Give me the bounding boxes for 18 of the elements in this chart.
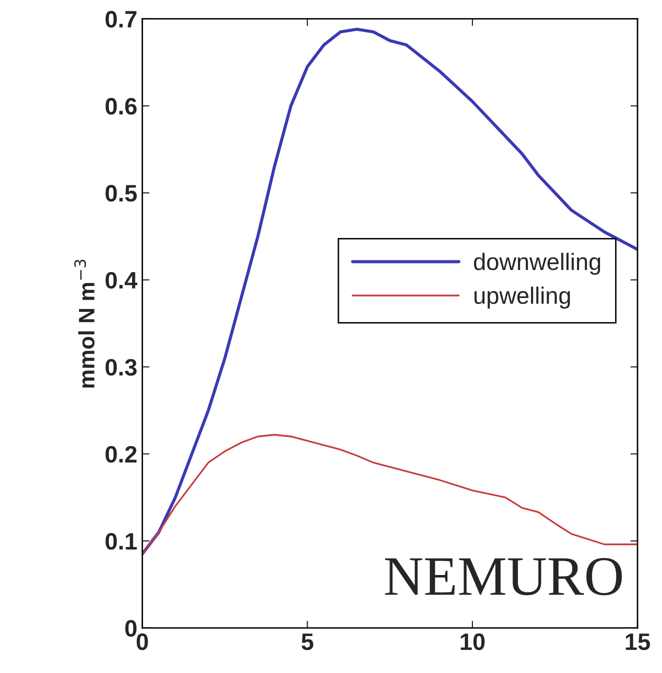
x-tick-label: 15 [626,634,650,650]
y-tick-label: 0.2 [106,446,137,463]
y-tick-label: 0.3 [106,358,137,376]
y-axis-title: mmol N m$^{−3}$ [74,260,95,388]
line-series [142,28,638,556]
line-series [142,434,638,555]
x-tick-label: 5 [302,634,314,650]
x-tick-label: 10 [460,633,485,650]
annotation: NEMURO [385,558,622,596]
legend-label: downwelling [474,252,600,275]
y-tick-label: 0.7 [106,10,136,28]
x-tick-label: 0 [136,633,148,650]
y-tick-label: 0.4 [106,272,138,289]
y-tick-label: 0.1 [106,532,137,550]
y-tick-label: 0 [125,620,136,637]
y-tick-label: 0.5 [106,184,137,202]
y-tick-label: 0.6 [106,98,137,115]
legend-label: upwelling [474,286,570,309]
